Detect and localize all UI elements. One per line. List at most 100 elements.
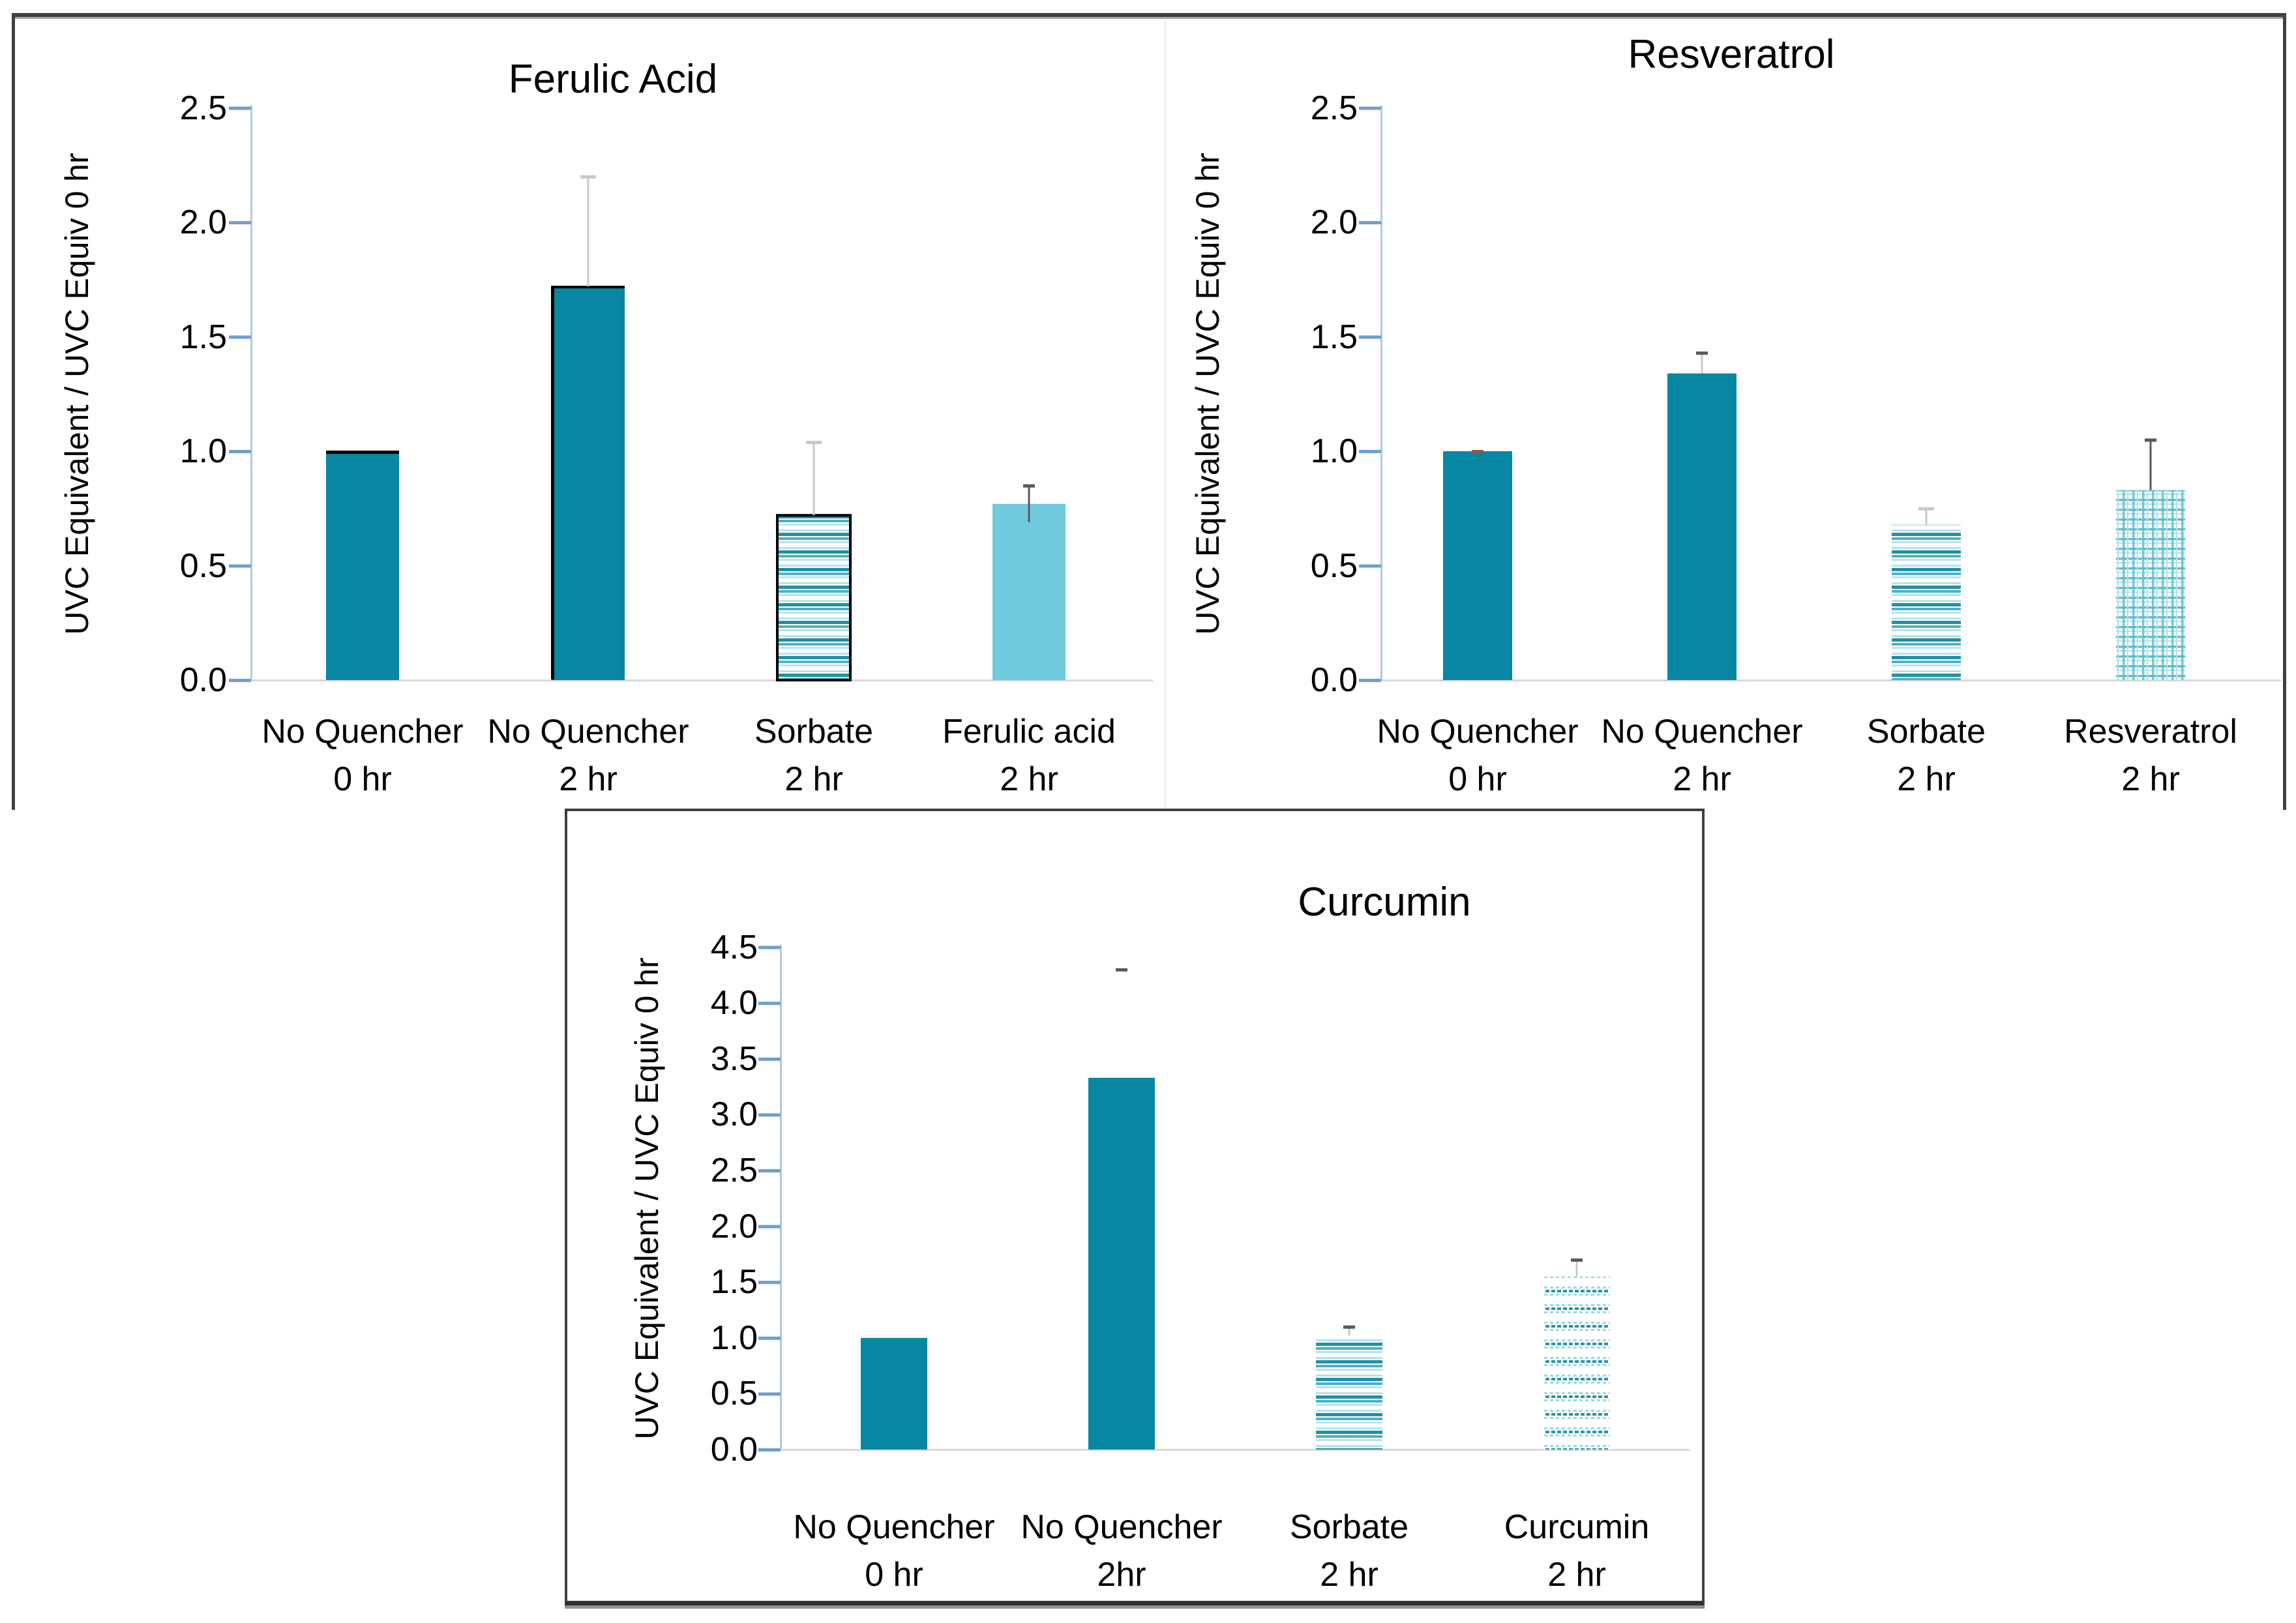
- error-whisker: [2149, 439, 2152, 490]
- bar: [1543, 1276, 1610, 1450]
- category-line1: No Quencher: [793, 1508, 995, 1546]
- category-label: Sorbate 2 hr: [1232, 1504, 1467, 1599]
- bar: [1316, 1335, 1382, 1450]
- error-cap: [1918, 507, 1934, 511]
- y-axis-tick: [1359, 679, 1381, 682]
- category-line2: 2hr: [1097, 1556, 1146, 1594]
- category-label: No Quencher 0 hr: [245, 708, 480, 803]
- y-axis-tick: [758, 1281, 781, 1285]
- y-axis-tick: [758, 946, 781, 949]
- y-tick-label: 3.5: [710, 1039, 758, 1078]
- error-whisker: [813, 441, 815, 516]
- category-label: Sorbate 2 hr: [696, 708, 931, 803]
- y-axis-tick: [758, 1002, 781, 1005]
- error-whisker: [1348, 1326, 1350, 1336]
- bar: [992, 503, 1066, 680]
- chart-title-ferulic-acid: Ferulic Acid: [508, 57, 718, 102]
- y-axis-tick: [229, 679, 251, 682]
- y-tick-label: 1.5: [1310, 318, 1358, 356]
- y-tick-label: 2.5: [179, 89, 227, 127]
- y-axis-tick: [758, 1392, 781, 1396]
- y-axis-line: [250, 105, 252, 680]
- y-tick-label: 0.0: [710, 1431, 758, 1468]
- y-tick-label: 2.0: [1310, 203, 1358, 241]
- curcumin-chart-frame: [565, 809, 1705, 1605]
- category-line1: Resveratrol: [2064, 713, 2237, 751]
- error-cap: [1571, 1258, 1583, 1262]
- y-axis-line: [1380, 105, 1382, 680]
- outer-border-left: [12, 13, 15, 810]
- bar: [1443, 451, 1512, 680]
- y-axis-tick: [758, 1113, 781, 1117]
- bar: [861, 1337, 927, 1450]
- y-axis-tick: [229, 564, 251, 568]
- error-cap: [2145, 438, 2156, 442]
- category-label: Ferulic acid 2 hr: [912, 708, 1146, 803]
- y-tick-label: 1.0: [1310, 432, 1358, 470]
- y-axis-tick: [1359, 450, 1381, 453]
- bar: [326, 451, 399, 680]
- category-line1: Sorbate: [1289, 1508, 1409, 1546]
- bar: [552, 286, 625, 680]
- y-axis-label-resveratrol: UVC Equivalent / UVC Equiv 0 hr: [1189, 153, 1226, 635]
- y-tick-label: 4.0: [710, 984, 758, 1022]
- category-line1: Curcumin: [1504, 1508, 1650, 1546]
- y-tick-label: 0.0: [179, 661, 227, 699]
- category-line2: 0 hr: [1448, 760, 1507, 798]
- panel-separator: [1165, 19, 1166, 810]
- y-tick-label: 2.0: [710, 1207, 758, 1245]
- y-tick-label: 0.0: [1310, 661, 1358, 699]
- category-label: Resveratrol 2 hr: [2033, 708, 2268, 803]
- category-line2: 2 hr: [784, 760, 843, 798]
- chart-title-curcumin: Curcumin: [1298, 880, 1471, 925]
- category-line1: No Quencher: [487, 713, 689, 751]
- category-line2: 2 hr: [1000, 760, 1058, 798]
- error-cap: [1343, 1325, 1355, 1329]
- category-line2: 0 hr: [333, 760, 392, 798]
- y-tick-label: 0.5: [1310, 546, 1358, 585]
- y-tick-label: 4.5: [710, 928, 758, 966]
- category-line1: No Quencher: [1021, 1508, 1223, 1546]
- y-tick-label: 1.0: [710, 1318, 758, 1357]
- error-whisker: [1701, 353, 1703, 374]
- category-line2: 2 hr: [2121, 760, 2180, 798]
- category-label: Sorbate 2 hr: [1809, 708, 2044, 803]
- bar: [2116, 490, 2185, 680]
- y-tick-label: 3.0: [710, 1095, 758, 1134]
- y-tick-label: 1.5: [179, 318, 227, 356]
- y-tick-label: 0.5: [710, 1375, 758, 1413]
- y-axis-tick: [229, 335, 251, 339]
- category-line2: 2 hr: [1673, 760, 1731, 798]
- x-axis-line: [1381, 679, 2281, 681]
- y-axis-label-curcumin: UVC Equivalent / UVC Equiv 0 hr: [629, 957, 665, 1440]
- y-axis-tick: [1359, 221, 1381, 224]
- y-axis-tick: [758, 1336, 781, 1340]
- error-whisker: [1575, 1259, 1578, 1277]
- category-line1: Sorbate: [754, 713, 874, 751]
- category-line1: Sorbate: [1866, 713, 1986, 751]
- bar-top-outline: [552, 286, 625, 289]
- error-whisker: [587, 176, 589, 287]
- category-label: No Quencher 0 hr: [777, 1504, 1011, 1599]
- category-line2: 2 hr: [1320, 1556, 1379, 1594]
- bar: [1088, 1077, 1155, 1450]
- category-line2: 2 hr: [1547, 1556, 1606, 1594]
- y-axis-tick: [758, 1169, 781, 1172]
- y-axis-tick: [1359, 335, 1381, 339]
- y-axis-line: [780, 944, 782, 1450]
- category-line1: No Quencher: [1377, 713, 1579, 751]
- y-axis-tick: [229, 106, 251, 110]
- category-line1: No Quencher: [261, 713, 464, 751]
- bar: [1667, 373, 1737, 680]
- category-label: No Quencher 2 hr: [471, 708, 706, 803]
- bar: [1892, 524, 1961, 680]
- y-axis-tick: [1359, 564, 1381, 568]
- category-line1: No Quencher: [1601, 713, 1803, 751]
- error-whisker: [1925, 508, 1928, 525]
- y-axis-tick: [758, 1057, 781, 1061]
- outer-border-top: [12, 13, 2286, 17]
- curcumin-frame-shadow: [565, 1605, 1705, 1609]
- category-line2: 2 hr: [559, 760, 618, 798]
